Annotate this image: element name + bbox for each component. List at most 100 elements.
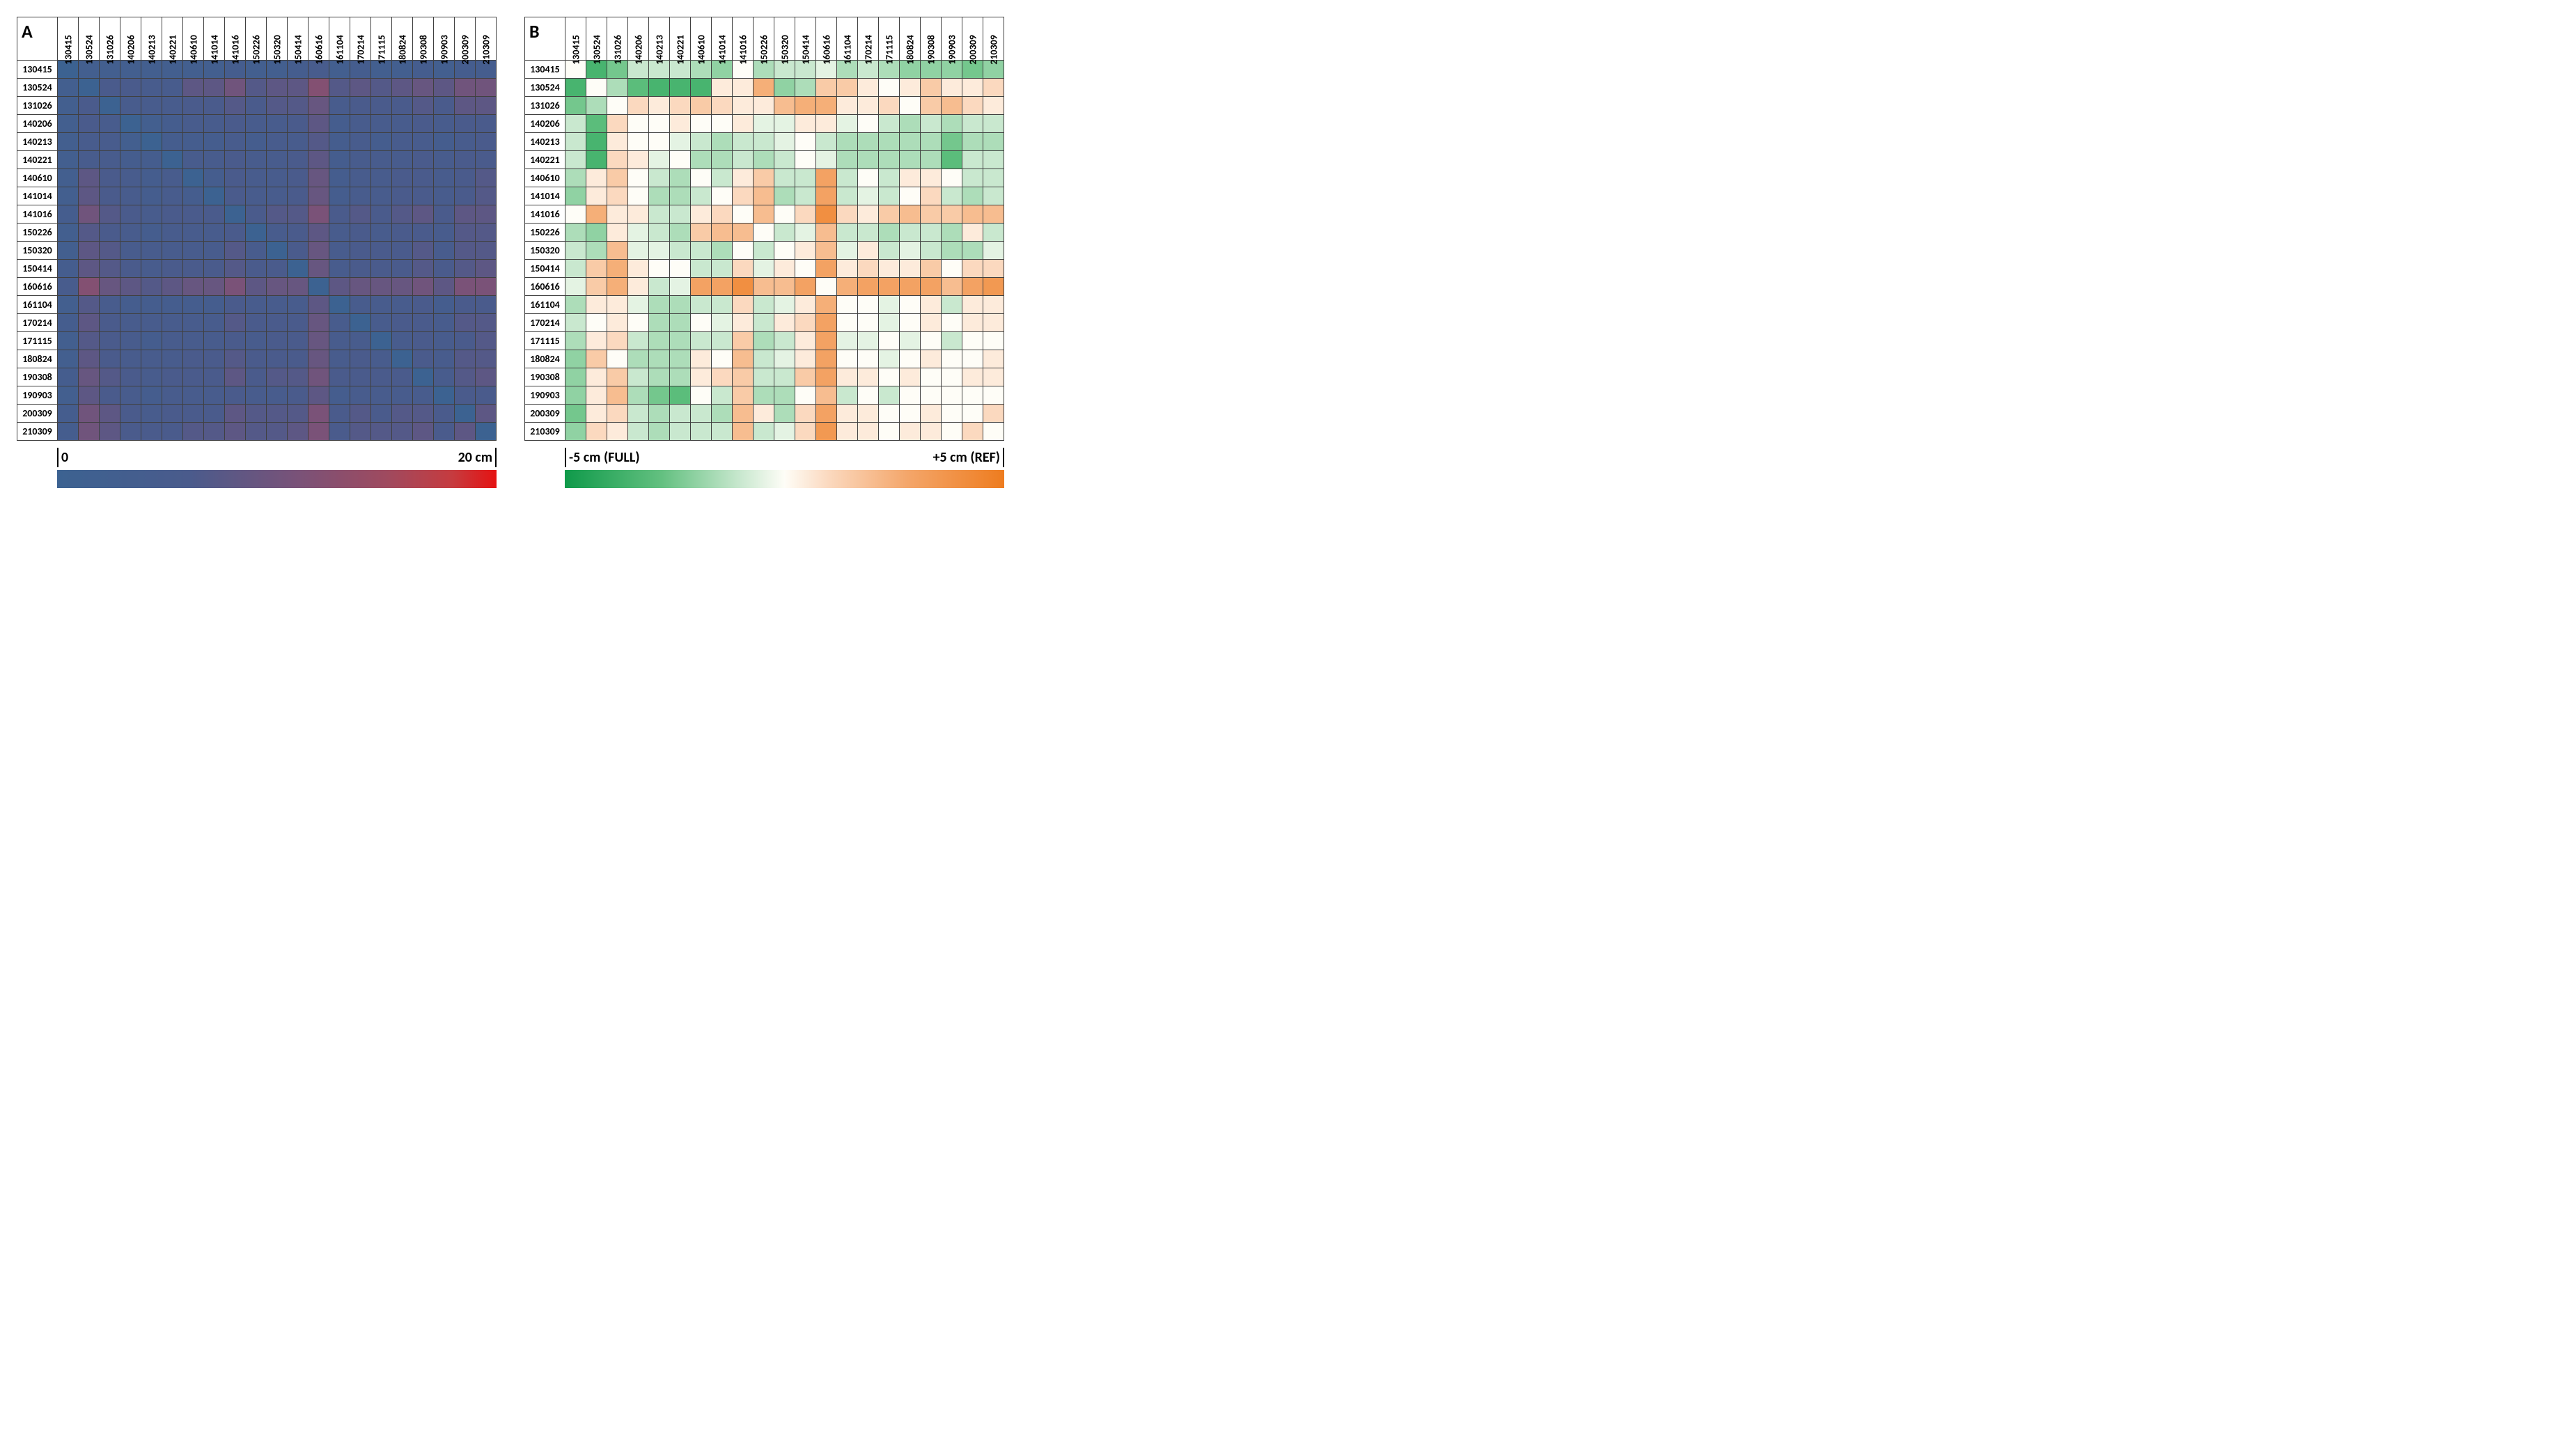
heatmap-cell (79, 296, 100, 314)
heatmap-cell (329, 187, 350, 205)
heatmap-cell (309, 332, 329, 350)
heatmap-panel-a: A130415130524131026140206140213140221140… (17, 17, 497, 488)
heatmap-cell (983, 405, 1004, 423)
col-header-label: 200309 (967, 35, 978, 65)
heatmap-cell (455, 151, 476, 169)
heatmap-cell (754, 332, 774, 350)
heatmap-cell (607, 224, 628, 242)
heatmap-cell (628, 224, 649, 242)
heatmap-cell (288, 314, 309, 332)
heatmap-cell (795, 368, 816, 386)
heatmap-cell (350, 296, 371, 314)
col-header-label: 141016 (737, 35, 749, 65)
heatmap-cell (607, 242, 628, 260)
heatmap-cell (267, 260, 288, 278)
heatmap-cell (267, 405, 288, 423)
row-header: 200309 (17, 405, 58, 423)
heatmap-cell (225, 368, 246, 386)
heatmap-cell (455, 350, 476, 368)
heatmap-cell (309, 169, 329, 187)
heatmap-cell (329, 296, 350, 314)
figure: A130415130524131026140206140213140221140… (0, 0, 2576, 494)
col-header: 130524 (79, 17, 100, 61)
heatmap-cell (795, 314, 816, 332)
heatmap-cell (204, 115, 225, 133)
heatmap-cell (816, 169, 837, 187)
heatmap-cell (795, 133, 816, 151)
heatmap-cell (691, 133, 712, 151)
heatmap-cell (392, 79, 413, 97)
heatmap-cell (565, 368, 586, 386)
heatmap-cell (79, 79, 100, 97)
heatmap-cell (900, 314, 921, 332)
heatmap-cell (58, 224, 79, 242)
heatmap-cell (58, 79, 79, 97)
heatmap-cell (183, 242, 204, 260)
heatmap-cell (816, 242, 837, 260)
heatmap-cell (774, 97, 795, 115)
heatmap-cell (649, 405, 670, 423)
heatmap-cell (962, 169, 983, 187)
heatmap-cell (962, 405, 983, 423)
col-header-label: 130524 (83, 35, 95, 65)
heatmap-cell (837, 296, 858, 314)
heatmap-cell (413, 350, 434, 368)
heatmap-cell (858, 296, 879, 314)
heatmap-cell (225, 314, 246, 332)
heatmap-cell (371, 296, 392, 314)
heatmap-cell (120, 423, 141, 441)
col-header-label: 150414 (292, 35, 304, 65)
heatmap-cell (309, 405, 329, 423)
heatmap-cell (288, 151, 309, 169)
heatmap-cell (413, 169, 434, 187)
heatmap-cell (691, 368, 712, 386)
heatmap-cell (837, 97, 858, 115)
heatmap-cell (371, 242, 392, 260)
col-header-label: 190903 (946, 35, 958, 65)
heatmap-cell (754, 423, 774, 441)
heatmap-cell (100, 205, 120, 224)
heatmap-cell (79, 169, 100, 187)
heatmap-cell (816, 350, 837, 368)
row-header: 210309 (17, 423, 58, 441)
heatmap-cell (691, 296, 712, 314)
heatmap-cell (586, 97, 607, 115)
heatmap-cell (795, 242, 816, 260)
heatmap-cell (434, 405, 455, 423)
heatmap-cell (350, 187, 371, 205)
heatmap-cell (628, 296, 649, 314)
heatmap-cell (649, 296, 670, 314)
heatmap-cell (565, 97, 586, 115)
colorbar-max-label: 20 cm (458, 449, 492, 466)
heatmap-cell (795, 350, 816, 368)
heatmap-cell (712, 242, 733, 260)
heatmap-cell (141, 423, 162, 441)
heatmap-cell (120, 314, 141, 332)
heatmap-cell (754, 314, 774, 332)
heatmap-cell (413, 405, 434, 423)
heatmap-cell (100, 187, 120, 205)
heatmap-cell (858, 423, 879, 441)
heatmap-cell (79, 332, 100, 350)
col-header: 130524 (586, 17, 607, 61)
heatmap-cell (100, 97, 120, 115)
heatmap-cell (183, 187, 204, 205)
heatmap-cell (670, 151, 691, 169)
heatmap-cell (712, 314, 733, 332)
col-header-label: 190308 (417, 35, 429, 65)
heatmap-cell (413, 79, 434, 97)
heatmap-cell (649, 115, 670, 133)
col-header: 170214 (350, 17, 371, 61)
heatmap-cell (691, 260, 712, 278)
heatmap-cell (942, 133, 962, 151)
heatmap-cell (712, 224, 733, 242)
heatmap-cell (670, 97, 691, 115)
col-header-label: 140213 (146, 35, 157, 65)
heatmap-cell (837, 314, 858, 332)
heatmap-cell (962, 314, 983, 332)
heatmap-cell (691, 97, 712, 115)
heatmap-cell (921, 350, 942, 368)
heatmap-cell (900, 151, 921, 169)
heatmap-cell (309, 187, 329, 205)
heatmap-cell (58, 405, 79, 423)
